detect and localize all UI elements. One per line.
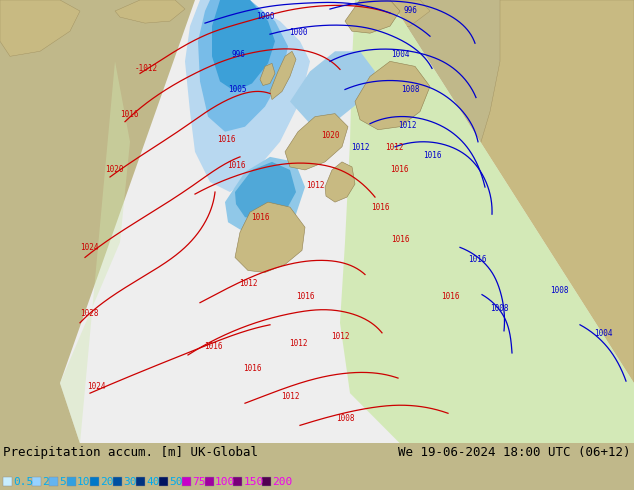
Text: 1028: 1028: [80, 309, 98, 318]
Text: 1012: 1012: [288, 339, 307, 348]
Bar: [67, 477, 75, 486]
Text: 1012: 1012: [398, 121, 417, 130]
Text: 40: 40: [146, 477, 160, 487]
Polygon shape: [235, 162, 296, 220]
Polygon shape: [0, 0, 80, 56]
Bar: [158, 477, 167, 486]
Text: 75: 75: [192, 477, 205, 487]
Text: Precipitation accum. [m] UK-Global: Precipitation accum. [m] UK-Global: [3, 446, 258, 460]
Polygon shape: [340, 0, 634, 443]
Text: 1024: 1024: [87, 382, 105, 391]
Text: 1016: 1016: [295, 292, 314, 301]
Text: 1016: 1016: [441, 292, 459, 301]
Bar: [32, 477, 41, 486]
Text: 1000: 1000: [288, 28, 307, 37]
Bar: [233, 477, 242, 486]
Bar: [89, 477, 98, 486]
Polygon shape: [60, 61, 130, 443]
Text: 200: 200: [272, 477, 292, 487]
Text: 150: 150: [243, 477, 264, 487]
Polygon shape: [285, 114, 348, 170]
Polygon shape: [345, 0, 400, 33]
Text: 1016: 1016: [243, 364, 261, 373]
Text: 1016: 1016: [371, 203, 389, 212]
Polygon shape: [200, 393, 634, 443]
Text: 1020: 1020: [321, 131, 339, 140]
Text: 1016: 1016: [423, 151, 441, 160]
Polygon shape: [355, 61, 430, 130]
Bar: [49, 477, 58, 486]
Polygon shape: [260, 63, 275, 85]
Text: 1008: 1008: [490, 304, 508, 313]
Polygon shape: [185, 0, 310, 192]
Polygon shape: [198, 0, 288, 132]
Text: 1004: 1004: [391, 50, 410, 59]
Polygon shape: [225, 157, 305, 234]
Text: 10: 10: [77, 477, 91, 487]
Polygon shape: [325, 162, 355, 202]
Text: 100: 100: [215, 477, 235, 487]
Bar: [136, 477, 145, 486]
Text: 1016: 1016: [251, 213, 269, 222]
Bar: [3, 477, 12, 486]
Text: 30: 30: [123, 477, 136, 487]
Text: 1016: 1016: [390, 165, 408, 174]
Text: 5: 5: [60, 477, 66, 487]
Text: 1016: 1016: [227, 161, 245, 170]
Text: 996: 996: [231, 50, 245, 59]
Text: 1016: 1016: [204, 342, 223, 351]
Text: 1016: 1016: [468, 255, 486, 265]
Text: 1012: 1012: [281, 392, 299, 401]
Text: 1012: 1012: [385, 143, 403, 152]
Bar: [181, 477, 190, 486]
Text: 50: 50: [169, 477, 183, 487]
Text: 1012: 1012: [306, 181, 324, 190]
Text: 996: 996: [403, 6, 417, 15]
Text: 1005: 1005: [228, 84, 247, 94]
Polygon shape: [212, 0, 275, 92]
Polygon shape: [440, 0, 634, 443]
Text: 1000: 1000: [256, 12, 275, 21]
Text: 20: 20: [100, 477, 113, 487]
Text: We 19-06-2024 18:00 UTC (06+12): We 19-06-2024 18:00 UTC (06+12): [399, 446, 631, 460]
Text: 1012: 1012: [331, 332, 349, 341]
Text: 1004: 1004: [594, 329, 612, 338]
Text: 1024: 1024: [80, 244, 98, 252]
Text: 1016: 1016: [120, 110, 138, 119]
Polygon shape: [115, 0, 185, 23]
Text: 0.5: 0.5: [13, 477, 34, 487]
Text: 2: 2: [42, 477, 49, 487]
Text: 1008: 1008: [401, 84, 419, 94]
Text: 1020: 1020: [105, 165, 124, 174]
Polygon shape: [60, 0, 634, 443]
Polygon shape: [200, 0, 430, 36]
Text: 1012: 1012: [239, 279, 257, 288]
Polygon shape: [290, 51, 375, 123]
Text: 1008: 1008: [550, 286, 569, 294]
Text: -1012: -1012: [135, 64, 158, 74]
Text: 1016: 1016: [391, 235, 410, 245]
Bar: [112, 477, 122, 486]
Polygon shape: [235, 202, 305, 272]
Text: 1012: 1012: [351, 143, 369, 152]
Text: 1008: 1008: [336, 415, 354, 423]
Polygon shape: [270, 51, 296, 99]
Bar: [205, 477, 214, 486]
Bar: [261, 477, 271, 486]
Text: 1016: 1016: [217, 135, 235, 144]
